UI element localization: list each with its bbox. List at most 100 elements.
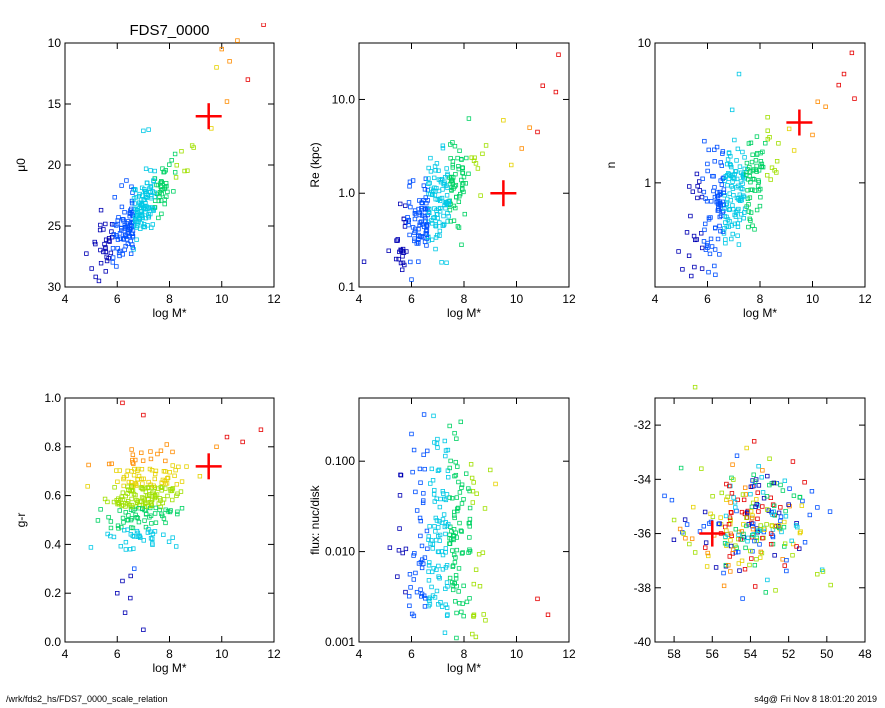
data-point bbox=[704, 199, 710, 204]
data-point bbox=[117, 248, 123, 254]
data-point bbox=[768, 495, 773, 500]
data-point bbox=[114, 234, 120, 240]
data-point bbox=[432, 440, 437, 445]
data-point bbox=[725, 157, 731, 162]
scatter-points bbox=[361, 52, 561, 282]
data-point bbox=[151, 488, 156, 494]
data-point bbox=[124, 178, 129, 183]
data-point bbox=[736, 561, 742, 566]
data-point bbox=[442, 182, 447, 187]
data-point bbox=[473, 161, 479, 166]
data-point bbox=[727, 554, 732, 559]
data-point bbox=[453, 530, 458, 535]
data-point bbox=[432, 185, 437, 190]
data-point bbox=[156, 215, 161, 221]
data-point bbox=[170, 497, 175, 503]
y-tick-label: 0.1 bbox=[338, 280, 355, 294]
data-point bbox=[138, 207, 144, 212]
data-point bbox=[160, 500, 165, 506]
data-point bbox=[434, 588, 440, 594]
data-point bbox=[175, 509, 180, 514]
data-point bbox=[132, 566, 137, 571]
data-point bbox=[402, 224, 408, 229]
data-point bbox=[691, 504, 696, 510]
data-point bbox=[453, 472, 459, 478]
data-point bbox=[464, 599, 470, 605]
data-point bbox=[734, 508, 739, 514]
data-point bbox=[428, 541, 433, 547]
data-point bbox=[143, 500, 148, 505]
data-point bbox=[708, 236, 714, 242]
data-point bbox=[108, 533, 113, 539]
data-point bbox=[715, 201, 721, 206]
data-point bbox=[450, 587, 456, 593]
data-point bbox=[132, 216, 138, 222]
y-tick-label: 0.6 bbox=[44, 489, 61, 503]
data-point bbox=[501, 118, 506, 123]
data-point bbox=[467, 535, 472, 540]
data-point bbox=[164, 183, 169, 189]
data-point bbox=[746, 224, 751, 230]
data-point bbox=[444, 166, 449, 171]
data-point bbox=[764, 494, 770, 499]
data-point bbox=[717, 189, 722, 195]
data-point bbox=[488, 467, 493, 473]
data-point bbox=[438, 496, 443, 502]
data-point bbox=[179, 149, 184, 154]
data-point bbox=[836, 82, 841, 88]
data-point bbox=[459, 187, 465, 192]
data-point bbox=[774, 159, 780, 164]
data-point bbox=[456, 225, 462, 230]
data-point bbox=[403, 589, 408, 595]
data-point bbox=[705, 240, 710, 246]
data-point bbox=[89, 266, 94, 271]
data-point bbox=[752, 538, 757, 544]
data-point bbox=[444, 613, 450, 618]
data-point bbox=[780, 488, 786, 493]
data-point bbox=[437, 538, 442, 543]
data-point bbox=[460, 165, 465, 170]
data-point bbox=[126, 229, 131, 234]
data-point bbox=[731, 495, 736, 500]
data-point bbox=[820, 569, 826, 574]
data-point bbox=[141, 538, 146, 543]
data-point bbox=[130, 233, 136, 239]
data-point bbox=[729, 236, 734, 242]
data-point bbox=[752, 562, 758, 568]
data-point bbox=[841, 71, 847, 77]
data-point bbox=[105, 499, 110, 505]
data-point bbox=[427, 560, 432, 565]
data-point bbox=[778, 514, 784, 519]
data-point bbox=[152, 511, 158, 516]
data-point bbox=[482, 506, 488, 511]
x-tick-label: 50 bbox=[820, 647, 834, 661]
data-point bbox=[444, 492, 450, 497]
data-point bbox=[446, 214, 451, 219]
data-point bbox=[745, 167, 750, 172]
data-point bbox=[116, 496, 121, 501]
data-point bbox=[744, 445, 749, 451]
data-point bbox=[197, 474, 203, 479]
data-point bbox=[780, 557, 785, 562]
data-point bbox=[179, 506, 185, 511]
data-point bbox=[409, 277, 414, 282]
data-point bbox=[453, 555, 458, 560]
data-point bbox=[185, 168, 190, 173]
data-point bbox=[417, 212, 422, 218]
data-point bbox=[421, 183, 427, 188]
data-point bbox=[159, 179, 164, 185]
data-point bbox=[434, 567, 439, 572]
data-point bbox=[166, 539, 172, 544]
data-point bbox=[426, 578, 432, 583]
data-point bbox=[754, 535, 760, 541]
data-point bbox=[748, 548, 753, 554]
data-point bbox=[455, 224, 461, 229]
data-point bbox=[743, 545, 748, 551]
data-point bbox=[723, 562, 729, 568]
data-point bbox=[98, 247, 103, 253]
data-point bbox=[745, 177, 751, 182]
data-point bbox=[445, 171, 450, 177]
data-point bbox=[165, 493, 170, 499]
data-point bbox=[749, 556, 754, 561]
data-point bbox=[724, 497, 729, 502]
